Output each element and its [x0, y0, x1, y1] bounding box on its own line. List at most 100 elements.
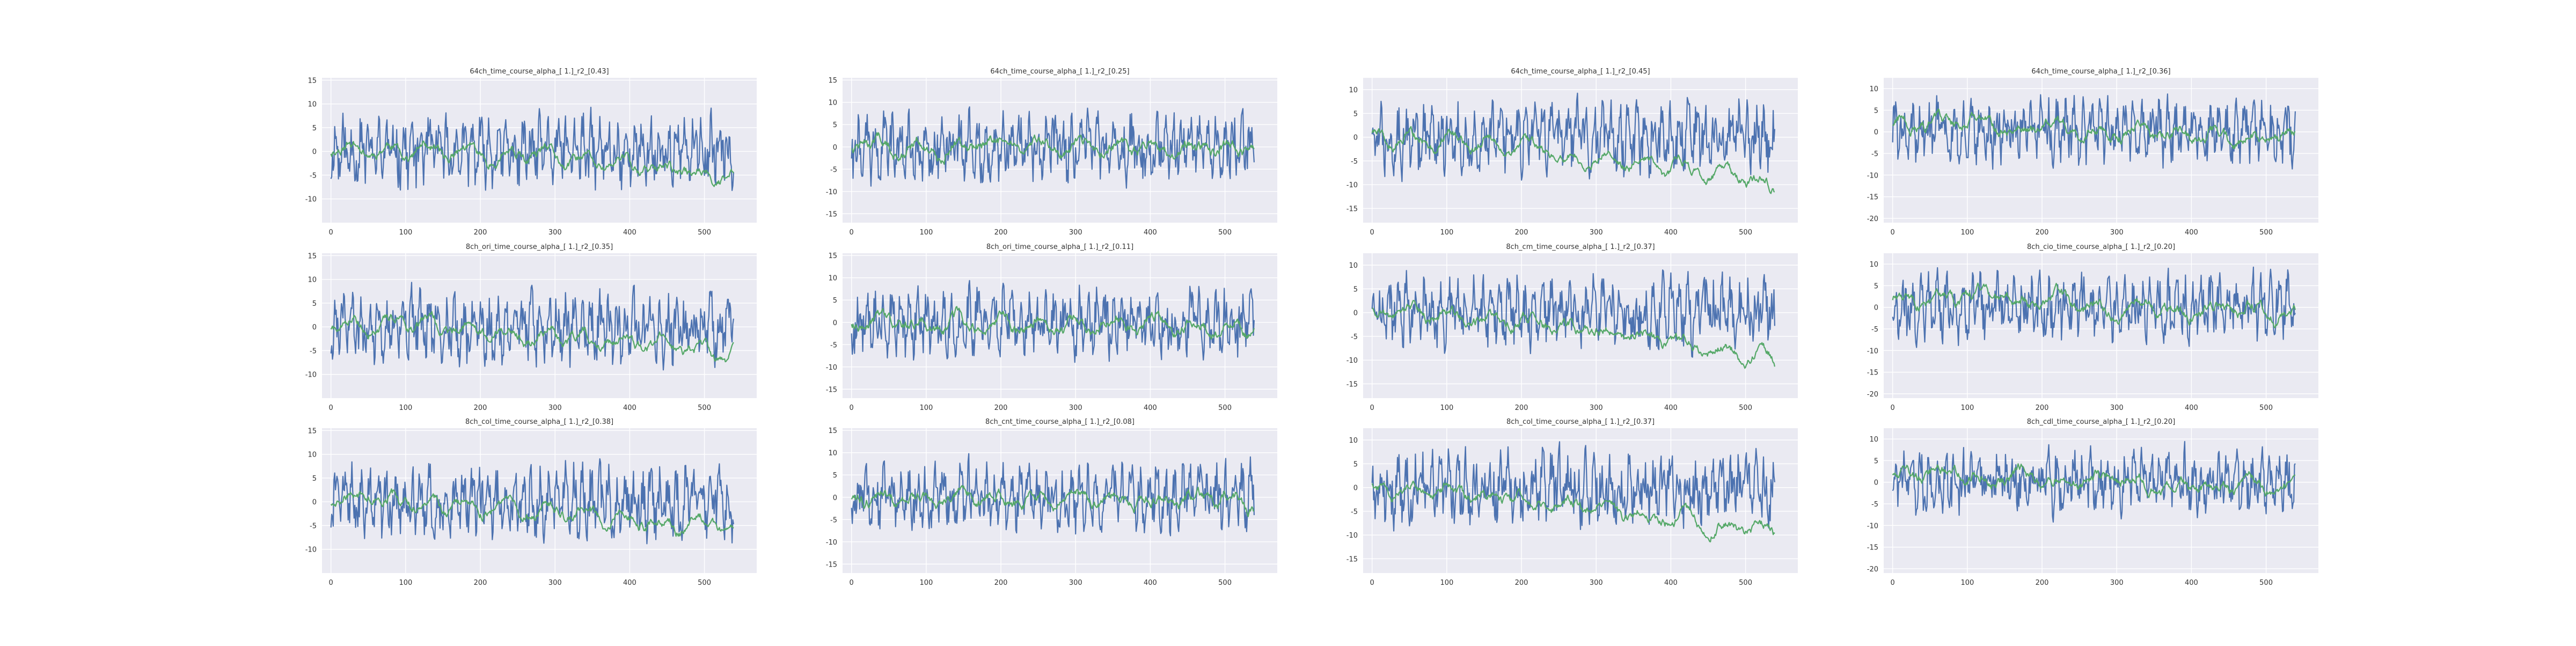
- subplot-title: 8ch_ori_time_course_alpha_[ 1.]_r2_[0.11…: [986, 243, 1133, 251]
- y-tick-label: 5: [1353, 110, 1358, 118]
- x-tick-label: 300: [2110, 229, 2124, 237]
- x-tick-label: 400: [623, 229, 636, 237]
- x-tick-label: 100: [919, 579, 933, 587]
- x-tick-label: 300: [1590, 579, 1603, 587]
- x-tick-label: 100: [1440, 404, 1453, 412]
- subplot-6: 0 100 200 300 400 500 -15 -10 -5 0 5 10 15 8ch_ori_ti…: [826, 243, 1277, 412]
- plot-area: [1884, 253, 2318, 398]
- y-tick-label: 10: [308, 101, 317, 109]
- x-tick-label: 100: [919, 229, 933, 237]
- y-tick-label: -15: [1867, 544, 1878, 552]
- x-tick-label: 0: [1370, 229, 1374, 237]
- y-tick-label: -15: [1867, 369, 1878, 377]
- subplot-title: 8ch_cio_time_course_alpha_[ 1.]_r2_[0.20…: [2027, 243, 2175, 251]
- x-tick-label: 500: [698, 579, 711, 587]
- y-tick-label: -15: [1346, 380, 1358, 388]
- y-tick-label: 0: [1874, 304, 1878, 312]
- x-tick-label: 200: [1515, 579, 1528, 587]
- series-line-2: [330, 140, 734, 187]
- y-tick-label: -15: [826, 386, 837, 394]
- series-line-1: [851, 280, 1255, 363]
- x-tick-label: 100: [399, 579, 412, 587]
- y-tick-label: 0: [1353, 310, 1358, 318]
- y-tick-label: 5: [312, 124, 317, 133]
- plot-area: [1884, 78, 2318, 223]
- series-line-2: [330, 311, 734, 363]
- x-tick-label: 100: [1960, 229, 1974, 237]
- y-tick-label: 10: [1349, 437, 1358, 445]
- subplot-7: 0 100 200 300 400 500 -15 -10 -5 0 5 10 8ch_cm_time_…: [1346, 243, 1798, 412]
- y-tick-label: -15: [1346, 205, 1358, 213]
- x-tick-label: 300: [548, 579, 562, 587]
- y-tick-label: 0: [1353, 484, 1358, 493]
- x-tick-label: 0: [850, 579, 854, 587]
- x-tick-label: 300: [1590, 404, 1603, 412]
- series-line-1: [1892, 266, 2296, 348]
- x-tick-label: 100: [1960, 404, 1974, 412]
- series-line-2: [1892, 108, 2296, 150]
- subplot-11: 0 100 200 300 400 500 -15 -10 -5 0 5 10 8ch_col_time…: [1346, 418, 1798, 587]
- y-tick-label: -10: [305, 371, 317, 379]
- x-tick-label: 500: [1739, 579, 1752, 587]
- x-tick-label: 200: [1515, 404, 1528, 412]
- y-tick-label: 10: [308, 451, 317, 459]
- series-line-2: [330, 488, 734, 537]
- series-line-2: [851, 306, 1255, 340]
- x-tick-label: 0: [1370, 404, 1374, 412]
- subplot-title: 64ch_time_course_alpha_[ 1.]_r2_[0.25]: [990, 68, 1129, 76]
- subplot-5: 0 100 200 300 400 500 -10 -5 0 5 10 15 8ch_ori_time_…: [305, 243, 757, 412]
- y-tick-label: 15: [828, 77, 837, 85]
- x-tick-label: 200: [474, 579, 487, 587]
- y-tick-label: 5: [1353, 460, 1358, 468]
- x-tick-label: 400: [1664, 404, 1678, 412]
- x-tick-label: 100: [919, 404, 933, 412]
- y-tick-label: 10: [1869, 261, 1878, 269]
- y-tick-label: 10: [828, 450, 837, 458]
- x-tick-label: 0: [1891, 579, 1895, 587]
- series-line-1: [1371, 269, 1775, 358]
- series-line-1: [851, 106, 1255, 189]
- x-tick-label: 100: [1960, 579, 1974, 587]
- y-tick-label: 15: [308, 427, 317, 435]
- subplot-3: 0 100 200 300 400 500 -15 -10 -5 0 5 10 64ch_time_co…: [1346, 68, 1798, 237]
- y-tick-label: -5: [310, 172, 317, 180]
- x-tick-label: 400: [2185, 229, 2198, 237]
- x-tick-label: 100: [399, 229, 412, 237]
- y-tick-label: -10: [826, 188, 837, 196]
- y-tick-label: -5: [830, 516, 837, 524]
- y-tick-label: 15: [828, 427, 837, 435]
- series-line-2: [851, 132, 1255, 165]
- subplot-10: 0 100 200 300 400 500 -15 -10 -5 0 5 10 15 8ch_cnt_ti…: [826, 418, 1277, 587]
- subplot-2: 0 100 200 300 400 500 -15 -10 -5 0 5 10 15 64ch_time_…: [826, 68, 1277, 237]
- y-tick-label: -10: [1867, 347, 1878, 355]
- x-tick-label: 300: [1590, 229, 1603, 237]
- series-line-2: [1892, 282, 2296, 328]
- y-tick-label: 5: [1874, 282, 1878, 290]
- x-tick-label: 500: [698, 404, 711, 412]
- y-tick-label: 5: [833, 472, 837, 480]
- x-tick-label: 300: [2110, 404, 2124, 412]
- x-tick-label: 0: [850, 404, 854, 412]
- subplot-title: 64ch_time_course_alpha_[ 1.]_r2_[0.43]: [470, 68, 609, 76]
- x-tick-label: 400: [1664, 579, 1678, 587]
- x-tick-label: 200: [474, 229, 487, 237]
- y-tick-label: 0: [312, 324, 317, 332]
- x-tick-label: 200: [2036, 229, 2049, 237]
- x-tick-label: 300: [1069, 229, 1082, 237]
- series-line-1: [330, 282, 734, 371]
- series-line-1: [851, 453, 1255, 537]
- subplot-4: 0 100 200 300 400 500 -20 -15 -10 -5 0 5 10 64ch_time…: [1867, 68, 2318, 237]
- subplot-title: 64ch_time_course_alpha_[ 1.]_r2_[0.45]: [1511, 68, 1650, 76]
- subplot-9: 0 100 200 300 400 500 -10 -5 0 5 10 15 8ch_col_time_…: [305, 418, 757, 587]
- x-tick-label: 300: [548, 404, 562, 412]
- y-tick-label: 0: [312, 148, 317, 156]
- y-tick-label: 5: [312, 475, 317, 483]
- series-line-1: [1892, 441, 2296, 523]
- y-tick-label: -10: [1867, 522, 1878, 530]
- y-tick-label: 5: [833, 297, 837, 305]
- y-tick-label: 0: [312, 498, 317, 506]
- series-line-2: [1371, 126, 1775, 194]
- y-tick-label: -15: [1346, 555, 1358, 563]
